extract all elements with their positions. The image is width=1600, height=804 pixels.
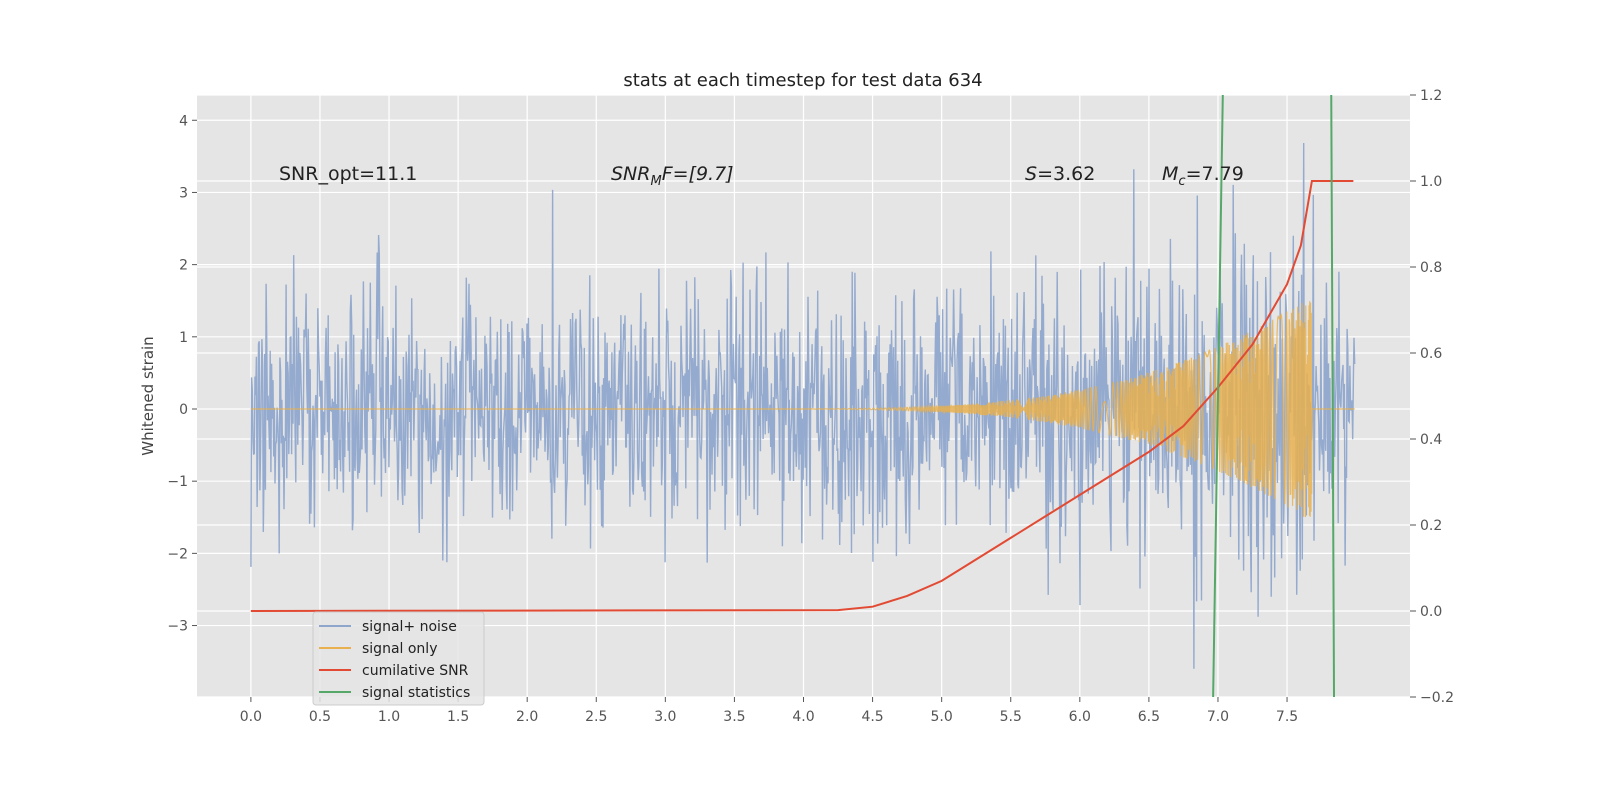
y-right-tick-label: 0.4 bbox=[1420, 432, 1442, 448]
y-tick-label: 4 bbox=[179, 113, 188, 129]
x-tick-label: 6.0 bbox=[1069, 709, 1091, 725]
annotation-snr-opt: SNR_opt=11.1 bbox=[279, 163, 417, 185]
y-tick-label: 1 bbox=[179, 330, 188, 346]
snr-mf-rest: F=[9.7] bbox=[662, 163, 734, 185]
mc-var: M bbox=[1162, 163, 1178, 185]
mc-val: =7.79 bbox=[1186, 163, 1244, 185]
y-right-tick-label: 1.0 bbox=[1420, 174, 1442, 190]
y-tick-label: −3 bbox=[167, 619, 188, 635]
x-tick-label: 5.0 bbox=[931, 709, 953, 725]
x-tick-label: 0.0 bbox=[240, 709, 262, 725]
y-tick-label: 3 bbox=[179, 185, 188, 201]
signal-statistics-series bbox=[1212, 94, 1336, 698]
x-tick-label: 2.5 bbox=[585, 709, 607, 725]
y-axis-label: Whitened strain bbox=[139, 336, 157, 455]
signal-statistics-line bbox=[1330, 94, 1336, 698]
y-right-tick-label: 0.0 bbox=[1420, 604, 1442, 620]
signal-noise-line bbox=[250, 142, 1356, 669]
annotation-snr-mf: SNRMF=[9.7] bbox=[611, 163, 734, 189]
y-right-tick-label: 0.8 bbox=[1420, 260, 1442, 276]
x-tick-label: 3.0 bbox=[654, 709, 676, 725]
x-tick-label: 0.5 bbox=[309, 709, 331, 725]
y-tick-label: 2 bbox=[179, 258, 188, 274]
x-tick-label: 1.0 bbox=[378, 709, 400, 725]
x-tick-label: 7.0 bbox=[1207, 709, 1229, 725]
x-tick-label: 4.0 bbox=[792, 709, 814, 725]
annotation-mc: Mc=7.79 bbox=[1162, 163, 1244, 189]
annotation-s: S=3.62 bbox=[1025, 163, 1095, 185]
y-tick-label: 0 bbox=[179, 402, 188, 418]
axes: 0.0 0.5 1.0 1.5 2.0 2.5 3.0 3.5 4.0 4.5 5.0 5.5 6.0 6… bbox=[167, 88, 1454, 725]
snr-mf-base: SNR bbox=[611, 163, 650, 185]
signal-only-line bbox=[250, 301, 1355, 518]
y-right-tick-label: −0.2 bbox=[1420, 690, 1454, 706]
signal-only-series bbox=[250, 301, 1355, 518]
mc-sub: c bbox=[1178, 174, 1185, 189]
signal-statistics-line bbox=[1212, 94, 1224, 698]
x-tick-label: 1.5 bbox=[447, 709, 469, 725]
cumulative-snr-series bbox=[250, 180, 1354, 612]
y-tick-label: −2 bbox=[167, 546, 188, 562]
x-tick-label: 6.5 bbox=[1138, 709, 1160, 725]
x-tick-label: 2.0 bbox=[516, 709, 538, 725]
legend-label-snr: cumilative SNR bbox=[362, 663, 469, 679]
x-tick-label: 4.5 bbox=[861, 709, 883, 725]
y-right-tick-label: 0.2 bbox=[1420, 518, 1442, 534]
s-var: S bbox=[1025, 163, 1037, 185]
legend-box bbox=[312, 611, 485, 706]
legend-label-stats: signal statistics bbox=[362, 685, 470, 701]
s-val: =3.62 bbox=[1037, 163, 1095, 185]
legend-label-noise: signal+ noise bbox=[362, 619, 457, 635]
x-tick-label: 3.5 bbox=[723, 709, 745, 725]
legend: signal+ noise signal only cumilative SNR… bbox=[312, 611, 485, 706]
snr-mf-sub: M bbox=[650, 174, 661, 189]
cumulative-snr-line bbox=[250, 180, 1354, 612]
y-right-tick-label: 0.6 bbox=[1420, 346, 1442, 362]
x-tick-label: 5.5 bbox=[1000, 709, 1022, 725]
signal-noise-series bbox=[250, 142, 1356, 669]
legend-label-signal: signal only bbox=[362, 641, 437, 657]
y-right-tick-label: 1.2 bbox=[1420, 88, 1442, 104]
chart-title: stats at each timestep for test data 634 bbox=[623, 70, 982, 91]
y-tick-label: −1 bbox=[167, 474, 188, 490]
x-tick-label: 7.5 bbox=[1276, 709, 1298, 725]
